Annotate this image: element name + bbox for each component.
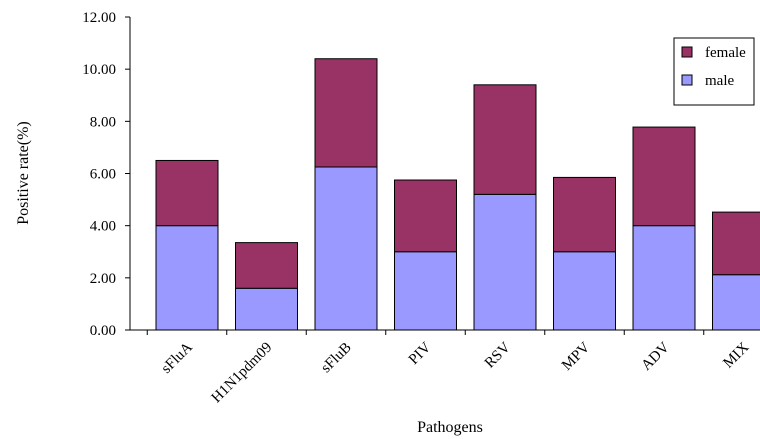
- bar-sflub-female: [314, 58, 378, 168]
- x-tick-labels: sFluA H1N1pdm09 sFluB PIV RSV MPV ADV MIX: [159, 339, 753, 406]
- x-tick-label-mpv: MPV: [559, 339, 593, 373]
- x-axis: [130, 329, 760, 335]
- bar-piv-female: [394, 179, 457, 253]
- bar-sflub-male: [314, 166, 378, 331]
- y-tick-label-5: 10.00: [82, 62, 116, 78]
- bar-sflua-male: [155, 225, 219, 331]
- x-tick-label-sflua: sFluA: [159, 339, 196, 376]
- y-tick-label-1: 2.00: [90, 271, 116, 287]
- x-tick-label-adv: ADV: [639, 339, 673, 373]
- bar-mpv-male: [553, 251, 616, 331]
- bar-adv-male: [632, 225, 696, 331]
- bar-rsv-female: [473, 84, 537, 195]
- legend: female male: [673, 37, 755, 106]
- bar-piv-male: [394, 251, 457, 331]
- bars-group: [155, 58, 760, 331]
- legend-label-male: male: [705, 73, 734, 89]
- x-tick-label-h1n1pdm09: H1N1pdm09: [209, 340, 276, 407]
- legend-label-female: female: [705, 45, 746, 61]
- y-axis-title: Positive rate(%): [15, 121, 32, 225]
- legend-box: [673, 37, 755, 106]
- x-tick-label-rsv: RSV: [482, 339, 514, 371]
- legend-swatch-male: [681, 74, 693, 86]
- y-tick-label-6: 12.00: [82, 10, 116, 26]
- bar-h1n1pdm09-female: [235, 242, 298, 289]
- bar-adv-female: [632, 126, 696, 227]
- bar-h1n1pdm09-male: [235, 287, 298, 331]
- y-tick-label-0: 0.00: [90, 323, 116, 339]
- y-tick-labels: 0.00 2.00 4.00 6.00 8.00 10.00 12.00: [82, 10, 116, 339]
- x-axis-title: Pathogens: [417, 419, 483, 436]
- y-tick-label-2: 4.00: [90, 219, 116, 235]
- x-tick-label-mix: MIX: [720, 339, 752, 371]
- bar-rsv-male: [473, 193, 537, 331]
- bar-mix-male: [712, 274, 760, 331]
- x-tick-label-piv: PIV: [406, 339, 435, 368]
- y-tick-label-3: 6.00: [90, 167, 116, 183]
- bar-mix-female: [712, 211, 760, 276]
- y-tick-label-4: 8.00: [90, 114, 116, 130]
- bar-sflua-female: [155, 159, 219, 227]
- legend-swatch-female: [681, 46, 693, 58]
- bar-mpv-female: [553, 176, 616, 253]
- x-tick-label-sflub: sFluB: [318, 340, 355, 377]
- y-axis: [125, 16, 131, 331]
